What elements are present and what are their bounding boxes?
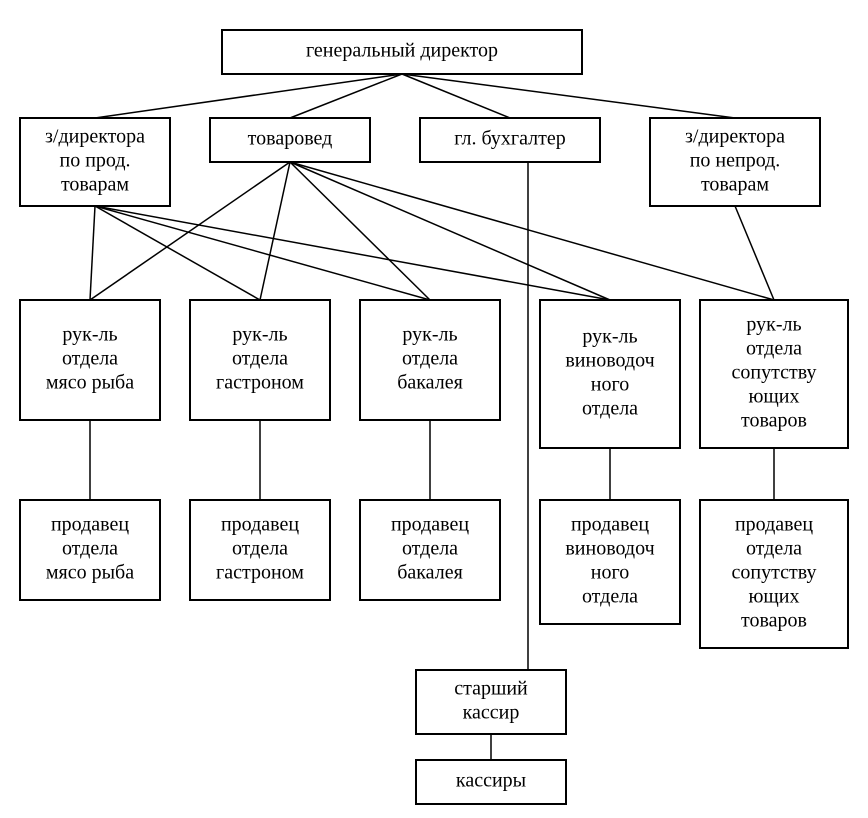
org-node-label: кассиры xyxy=(456,770,526,792)
org-node-label: з/директора xyxy=(685,126,785,148)
org-node: з/директорапо непрод.товарам xyxy=(650,118,820,206)
org-node-label: продавец xyxy=(51,514,129,536)
org-node: продавецотделагастроном xyxy=(190,500,330,600)
org-node-label: ного xyxy=(591,562,629,584)
edge xyxy=(290,74,402,118)
org-node: рук-льотделасопутствующихтоваров xyxy=(700,300,848,448)
org-node-label: товаров xyxy=(741,610,807,632)
org-node-label: отдела xyxy=(62,348,118,370)
nodes-layer: генеральный директорз/директорапо прод.т… xyxy=(20,30,848,804)
edge xyxy=(290,162,610,300)
org-node: товаровед xyxy=(210,118,370,162)
org-node-label: товарам xyxy=(701,174,769,196)
org-node: генеральный директор xyxy=(222,30,582,74)
org-node-label: отдела xyxy=(582,398,638,420)
org-node-label: рук-ль xyxy=(232,324,287,346)
org-node-label: товаровед xyxy=(248,128,333,150)
org-node-label: кассир xyxy=(463,702,520,724)
org-node-label: продавец xyxy=(391,514,469,536)
org-chart: генеральный директорз/директорапо прод.т… xyxy=(0,0,868,818)
edge xyxy=(735,206,774,300)
org-node: продавецотделабакалея xyxy=(360,500,500,600)
edge xyxy=(90,206,95,300)
org-node: продавецотделамясо рыба xyxy=(20,500,160,600)
org-node: продавецвиноводочногоотдела xyxy=(540,500,680,624)
org-node: рук-льотделабакалея xyxy=(360,300,500,420)
org-node-label: виноводоч xyxy=(565,538,654,560)
edge xyxy=(260,162,290,300)
org-node-label: отдела xyxy=(746,538,802,560)
org-node-label: по прод. xyxy=(59,150,130,172)
edge xyxy=(95,206,610,300)
org-node-label: сопутству xyxy=(732,362,817,384)
org-node-label: отдела xyxy=(232,538,288,560)
org-node-label: гастроном xyxy=(216,562,304,584)
edge xyxy=(95,74,402,118)
org-node-label: товарам xyxy=(61,174,129,196)
org-node-label: ющих xyxy=(748,586,799,608)
org-node-label: ного xyxy=(591,374,629,396)
org-node: рук-льотделамясо рыба xyxy=(20,300,160,420)
org-node-label: ющих xyxy=(748,386,799,408)
org-node: продавецотделасопутствующихтоваров xyxy=(700,500,848,648)
org-node-label: отдела xyxy=(62,538,118,560)
org-node-label: отдела xyxy=(232,348,288,370)
org-node: рук-львиноводочногоотдела xyxy=(540,300,680,448)
org-node-label: отдела xyxy=(402,348,458,370)
org-node-label: товаров xyxy=(741,410,807,432)
org-node-label: рук-ль xyxy=(402,324,457,346)
org-node-label: отдела xyxy=(582,586,638,608)
org-node: кассиры xyxy=(416,760,566,804)
org-node-label: рук-ль xyxy=(582,326,637,348)
org-node-label: продавец xyxy=(571,514,649,536)
org-node-label: продавец xyxy=(221,514,299,536)
org-node-label: отдела xyxy=(746,338,802,360)
org-node-label: отдела xyxy=(402,538,458,560)
org-node-label: старший xyxy=(454,678,528,700)
org-node: гл. бухгалтер xyxy=(420,118,600,162)
org-node-label: з/директора xyxy=(45,126,145,148)
org-node-label: гл. бухгалтер xyxy=(454,128,565,150)
edge xyxy=(402,74,735,118)
org-node-label: гастроном xyxy=(216,372,304,394)
org-node-label: рук-ль xyxy=(746,314,801,336)
org-node-label: генеральный директор xyxy=(306,40,498,62)
org-node: старшийкассир xyxy=(416,670,566,734)
org-node-label: мясо рыба xyxy=(46,562,134,584)
org-node-label: мясо рыба xyxy=(46,372,134,394)
edge xyxy=(95,206,260,300)
org-node: рук-льотделагастроном xyxy=(190,300,330,420)
org-node-label: виноводоч xyxy=(565,350,654,372)
org-node-label: продавец xyxy=(735,514,813,536)
org-node-label: бакалея xyxy=(397,372,463,394)
org-node: з/директорапо прод.товарам xyxy=(20,118,170,206)
org-node-label: сопутству xyxy=(732,562,817,584)
org-node-label: рук-ль xyxy=(62,324,117,346)
org-node-label: бакалея xyxy=(397,562,463,584)
org-node-label: по непрод. xyxy=(690,150,781,172)
